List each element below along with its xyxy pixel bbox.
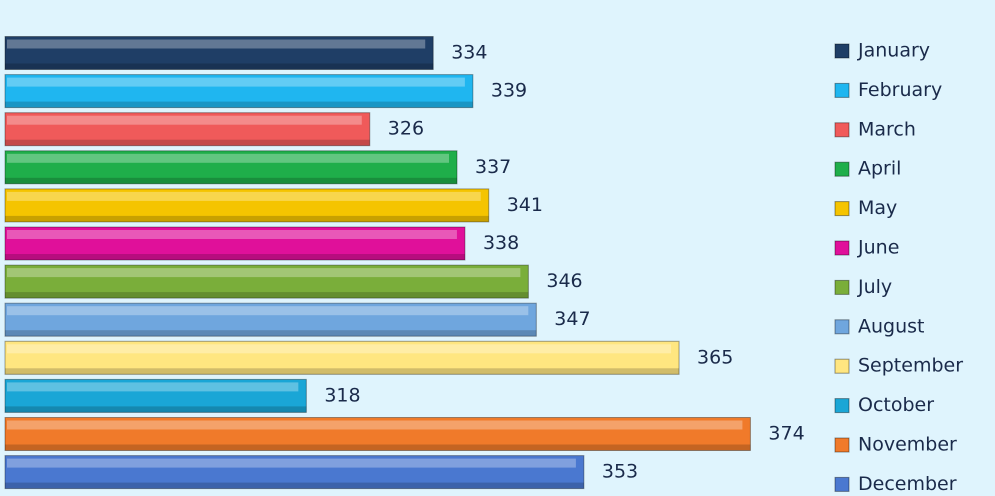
bar-shade: [5, 254, 465, 260]
bar-highlight: [7, 268, 521, 278]
value-label: 326: [388, 118, 424, 140]
bar: [4, 188, 490, 223]
bar-shade: [5, 139, 370, 146]
bar-highlight: [7, 153, 450, 163]
bar-shade: [5, 101, 473, 108]
legend-swatch: [834, 161, 850, 177]
bar-shade: [5, 444, 751, 451]
bar-shade: [5, 406, 307, 413]
bar-highlight: [7, 306, 529, 316]
legend-label: June: [857, 237, 899, 259]
legend-swatch: [834, 240, 850, 256]
bar: [4, 302, 537, 337]
bar: [4, 455, 585, 490]
legend-label: January: [857, 40, 930, 62]
legend-swatch: [834, 437, 850, 453]
bar: [4, 36, 434, 70]
legend-label: September: [858, 355, 963, 377]
bar-highlight: [7, 420, 743, 430]
legend-label: March: [858, 118, 916, 140]
legend-label: December: [858, 473, 957, 495]
legend-swatch: [834, 319, 850, 335]
bar: [4, 74, 474, 109]
bar: [4, 226, 466, 261]
bar-shade: [5, 368, 680, 375]
legend-swatch: [834, 82, 850, 98]
legend-label: April: [858, 158, 901, 180]
value-label: 346: [546, 270, 582, 292]
value-label: 334: [451, 42, 487, 64]
legend-swatch: [834, 122, 850, 138]
legend-label: November: [858, 434, 957, 456]
value-label: 338: [483, 232, 519, 254]
bar-highlight: [7, 458, 576, 468]
bar: [4, 378, 307, 413]
legend-label: February: [858, 79, 942, 101]
legend-label: May: [858, 197, 897, 219]
bar: [4, 112, 371, 147]
value-label: 339: [491, 80, 527, 102]
value-label: 374: [768, 423, 804, 445]
value-label: 318: [324, 384, 360, 406]
legend-swatch: [834, 476, 850, 492]
bar-highlight: [7, 382, 299, 392]
legend-label: August: [858, 315, 925, 337]
bar: [4, 417, 751, 451]
bar-shade: [5, 177, 458, 184]
legend-swatch: [834, 398, 850, 414]
bar-shade: [5, 215, 489, 222]
legend-swatch: [834, 201, 850, 217]
legend-swatch: [834, 279, 850, 295]
legend-swatch: [834, 358, 850, 374]
value-label: 347: [554, 308, 590, 330]
value-label: 341: [507, 194, 543, 216]
bar-highlight: [7, 344, 672, 354]
value-label: 337: [475, 156, 511, 178]
bar-shade: [5, 482, 584, 489]
bar-shade: [5, 330, 537, 337]
bar-highlight: [7, 191, 481, 201]
bar-shade: [5, 63, 434, 70]
bar-highlight: [7, 39, 426, 49]
bar: [4, 264, 529, 299]
bar-highlight: [7, 115, 362, 125]
bar: [4, 340, 680, 375]
bar-highlight: [7, 230, 457, 239]
legend-swatch: [834, 43, 850, 59]
legend-label: July: [857, 276, 892, 298]
bar: [4, 150, 458, 185]
value-label: 353: [602, 461, 638, 483]
bar-shade: [5, 292, 529, 299]
value-label: 365: [697, 346, 733, 368]
legend-label: October: [858, 394, 934, 416]
bar-highlight: [7, 77, 465, 87]
